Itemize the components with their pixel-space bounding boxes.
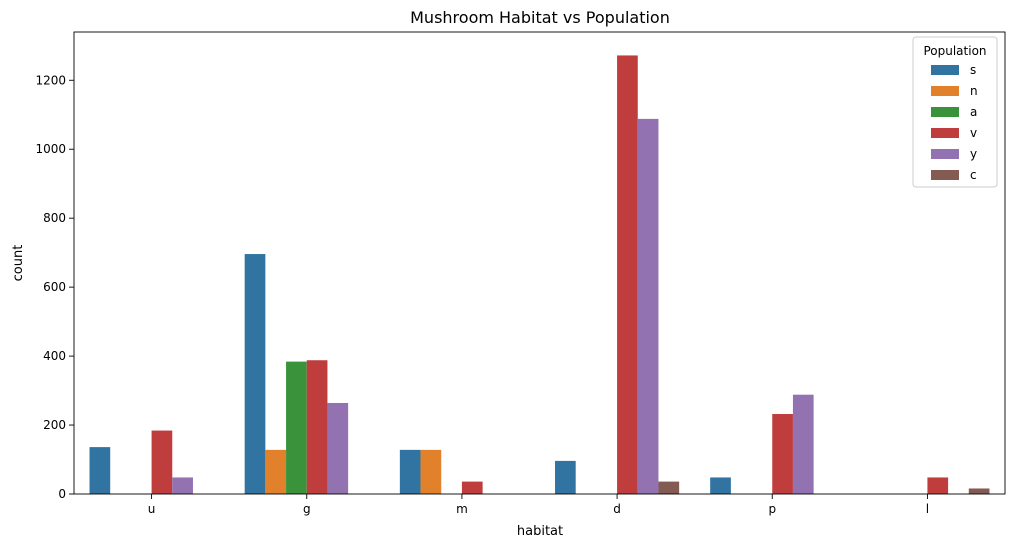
y-tick-label: 1000 — [35, 142, 66, 156]
legend-label-a: a — [970, 105, 977, 119]
bar-p-y — [792, 394, 814, 494]
bar-d-y — [637, 118, 659, 494]
x-tick-label: g — [303, 502, 311, 516]
y-tick-label: 400 — [43, 349, 66, 363]
legend-swatch-v — [931, 128, 959, 138]
legend-swatch-c — [931, 170, 959, 180]
legend-label-y: y — [970, 147, 977, 161]
legend-label-c: c — [970, 168, 977, 182]
legend-swatch-y — [931, 149, 959, 159]
y-tick-label: 1200 — [35, 73, 66, 87]
bar-m-s — [399, 449, 421, 494]
bars-group — [89, 55, 990, 494]
chart-title: Mushroom Habitat vs Population — [410, 8, 670, 27]
bar-d-c — [658, 481, 680, 494]
x-tick-label: d — [613, 502, 621, 516]
bar-g-y — [327, 402, 349, 494]
bar-m-v — [461, 481, 483, 494]
x-tick-label: u — [148, 502, 156, 516]
x-axis-label: habitat — [517, 524, 563, 539]
legend-swatch-s — [931, 65, 959, 75]
bar-g-s — [244, 254, 266, 494]
bar-m-n — [420, 449, 442, 494]
bar-g-n — [265, 449, 287, 494]
x-tick-label: l — [926, 502, 929, 516]
legend-label-s: s — [970, 63, 976, 77]
bar-u-v — [151, 430, 173, 494]
bar-d-s — [555, 460, 576, 494]
x-tick-label: m — [456, 502, 468, 516]
y-axis-label: count — [11, 245, 26, 282]
bar-p-v — [772, 414, 793, 494]
y-tick-label: 0 — [58, 487, 66, 501]
bar-l-v — [927, 477, 949, 494]
y-axis-ticks: 0 200 400 600 800 1000 1200 — [35, 73, 74, 501]
legend-label-n: n — [970, 84, 978, 98]
plot-frame — [73, 31, 1006, 495]
bar-u-y — [172, 477, 193, 494]
bar-g-a — [286, 361, 307, 494]
bar-g-v — [306, 360, 328, 494]
y-tick-label: 800 — [43, 211, 66, 225]
legend-swatch-a — [931, 107, 959, 117]
bar-u-s — [89, 447, 111, 494]
legend-swatch-n — [931, 86, 959, 96]
legend-label-v: v — [970, 126, 977, 140]
x-tick-label: p — [768, 502, 776, 516]
bar-d-v — [617, 55, 638, 494]
y-tick-label: 200 — [43, 418, 66, 432]
y-tick-label: 600 — [43, 280, 66, 294]
legend-title: Population — [923, 44, 986, 58]
bar-p-s — [710, 477, 731, 494]
bar-l-c — [968, 488, 990, 494]
